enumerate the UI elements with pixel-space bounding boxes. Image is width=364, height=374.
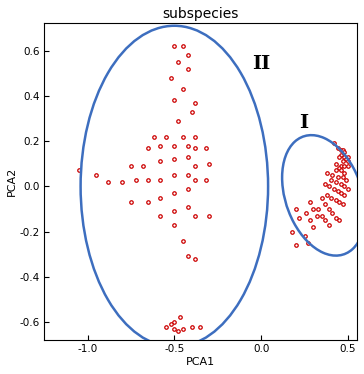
X-axis label: PCA1: PCA1 — [186, 357, 215, 367]
Title: subspecies: subspecies — [162, 7, 238, 21]
Text: II: II — [253, 55, 271, 73]
Y-axis label: PCA2: PCA2 — [7, 167, 17, 196]
Text: I: I — [299, 114, 308, 132]
